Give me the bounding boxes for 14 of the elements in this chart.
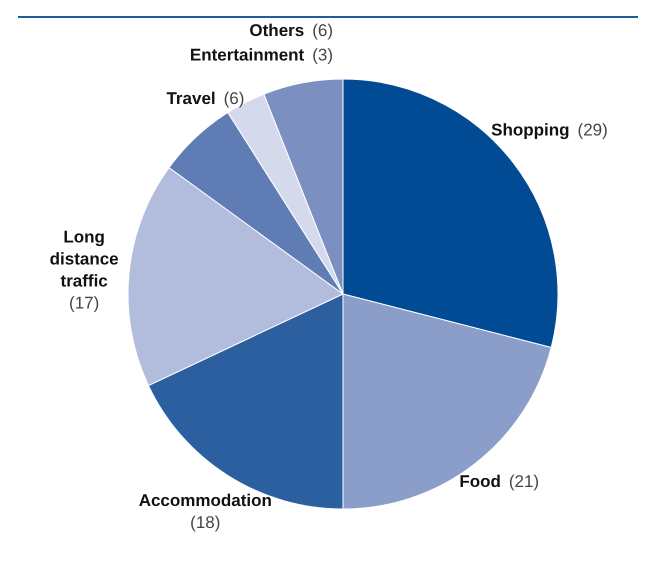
data-label: (21)	[508, 472, 540, 491]
slice-label: Travel	[166, 89, 216, 108]
slice-label: Long distance traffic	[50, 228, 119, 291]
data-label: (3)	[312, 46, 333, 65]
slice-label: Food	[459, 472, 501, 491]
slice-label: Shopping	[491, 120, 570, 140]
data-label: (17)	[69, 294, 100, 313]
slice-label: Accommodation	[138, 490, 272, 510]
data-label: (6)	[312, 21, 333, 40]
slice-label: Entertainment	[190, 46, 305, 65]
slice-label: Others	[249, 21, 304, 40]
data-label: (29)	[578, 120, 608, 140]
data-label: (18)	[190, 512, 220, 532]
data-label: (6)	[224, 89, 244, 108]
